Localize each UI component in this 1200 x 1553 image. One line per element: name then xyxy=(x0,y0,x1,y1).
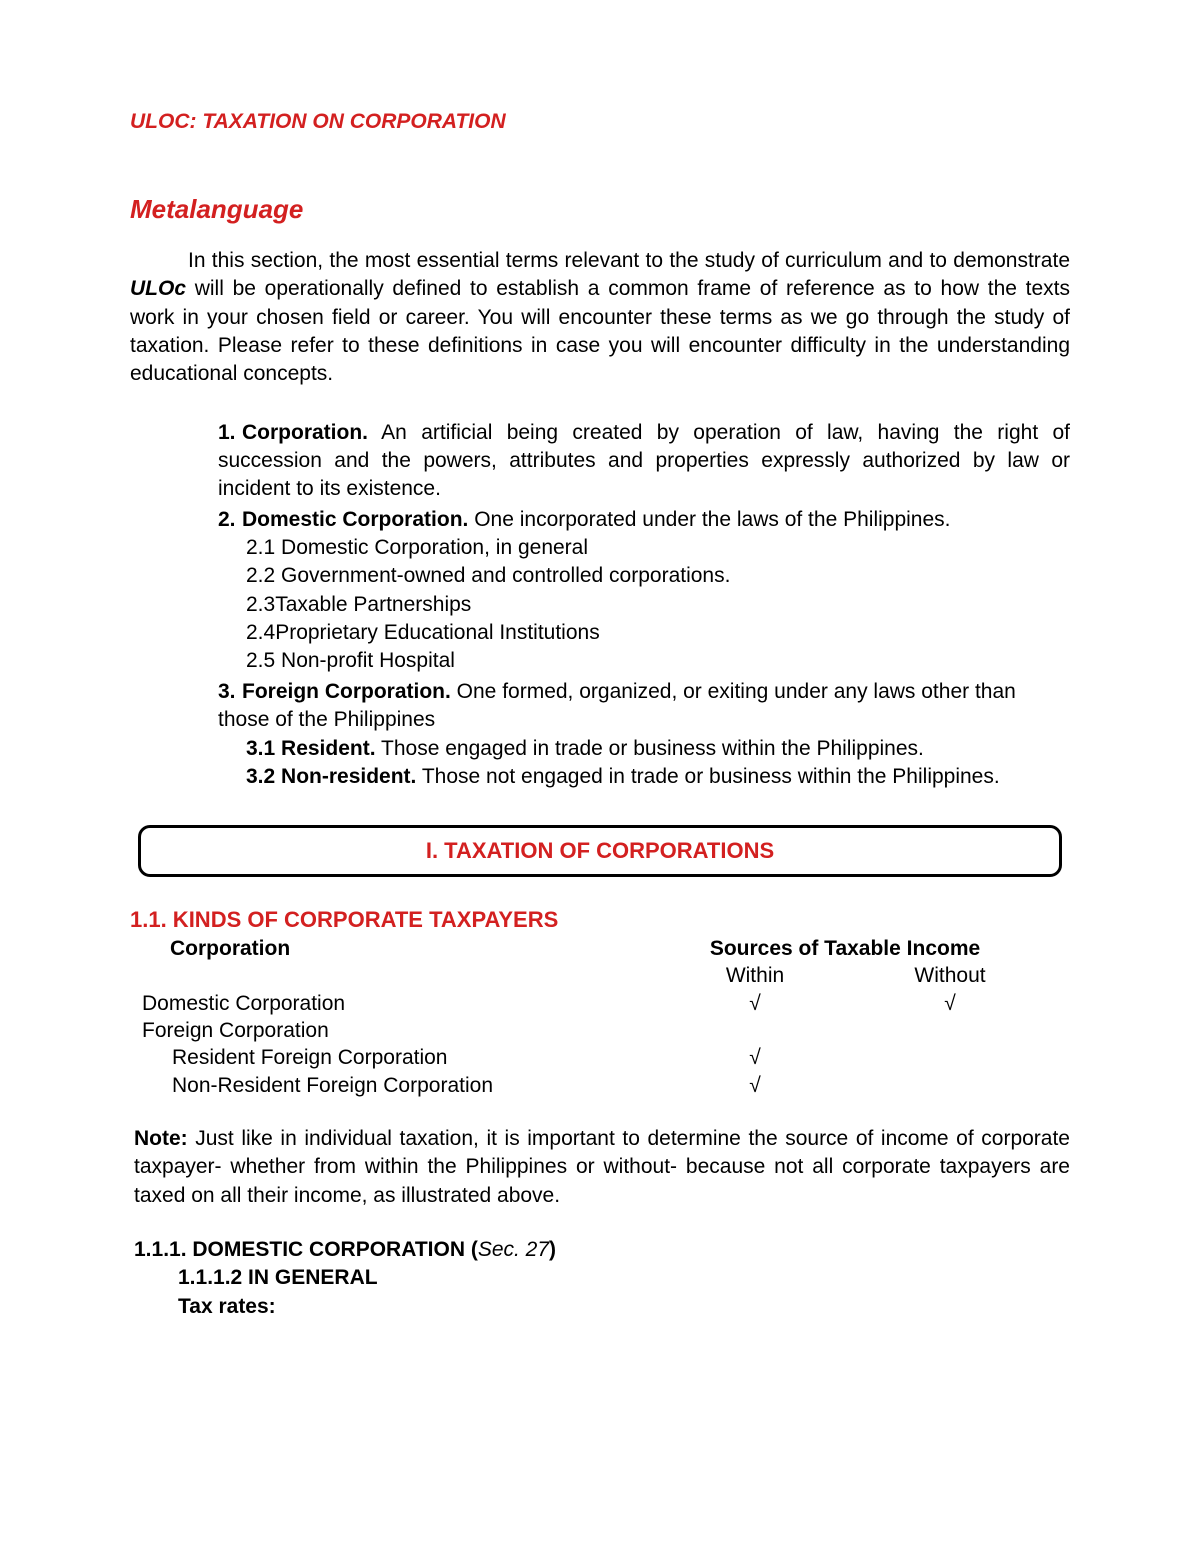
subsection-1-1-1: 1.1.1. DOMESTIC CORPORATION (Sec. 27) 1.… xyxy=(130,1236,1070,1321)
note-paragraph: Note: Just like in individual taxation, … xyxy=(130,1125,1070,1210)
def-sub: 2.2 Government-owned and controlled corp… xyxy=(246,562,1070,590)
definition-item: 3.Foreign Corporation. One formed, organ… xyxy=(218,678,1070,791)
intro-bold: ULOc xyxy=(130,277,186,300)
h111-post: ) xyxy=(549,1238,556,1261)
taxpayers-table: Corporation Sources of Taxable Income Wi… xyxy=(130,935,1070,1099)
note-label: Note: xyxy=(134,1127,188,1150)
def-num: 2. xyxy=(218,506,242,534)
def-term: Domestic Corporation. xyxy=(242,508,468,531)
uloc-title: ULOC: TAXATION ON CORPORATION xyxy=(130,110,1070,134)
table-cell-label: Non-Resident Foreign Corporation xyxy=(130,1072,650,1099)
table-cell-label: Resident Foreign Corporation xyxy=(130,1044,650,1071)
intro-paragraph: In this section, the most essential term… xyxy=(130,247,1070,389)
table-cell-without: √ xyxy=(860,990,1040,1017)
def-sub: 3.2 Non-resident. Those not engaged in t… xyxy=(246,763,1070,791)
table-cell-label: Foreign Corporation xyxy=(130,1017,650,1044)
definitions-list: 1.Corporation. An artificial being creat… xyxy=(218,419,1070,791)
table-cell-without xyxy=(860,1044,1040,1071)
note-text: Just like in individual taxation, it is … xyxy=(134,1127,1070,1207)
def-num: 1. xyxy=(218,419,242,447)
table-cell-within: √ xyxy=(650,1072,860,1099)
def-body: One incorporated under the laws of the P… xyxy=(468,508,950,531)
def-sub: 2.5 Non-profit Hospital xyxy=(246,647,1070,675)
table-header-corporation: Corporation xyxy=(130,935,650,962)
table-cell-without xyxy=(860,1017,1040,1044)
table-cell-within: √ xyxy=(650,990,860,1017)
label-tax-rates: Tax rates: xyxy=(134,1293,1070,1321)
definition-item: 2.Domestic Corporation. One incorporated… xyxy=(218,506,1070,676)
table-cell-within: √ xyxy=(650,1044,860,1071)
def-term: Foreign Corporation. xyxy=(242,680,451,703)
def-sub: 2.1 Domestic Corporation, in general xyxy=(246,534,1070,562)
table-subheader-within: Within xyxy=(650,962,860,989)
heading-1-1-1-2: 1.1.1.2 IN GENERAL xyxy=(134,1264,1070,1292)
definition-item: 1.Corporation. An artificial being creat… xyxy=(218,419,1070,504)
heading-1-1-1: 1.1.1. DOMESTIC CORPORATION (Sec. 27) xyxy=(134,1236,1070,1264)
table-cell-label: Domestic Corporation xyxy=(130,990,650,1017)
def-sub-text: Those not engaged in trade or business w… xyxy=(416,765,999,788)
h111-italic: Sec. 27 xyxy=(478,1238,549,1261)
box-title-taxation-of-corporations: I. TAXATION OF CORPORATIONS xyxy=(138,825,1062,877)
def-sub: 2.3Taxable Partnerships xyxy=(246,591,1070,619)
table-row: Non-Resident Foreign Corporation √ xyxy=(130,1072,1070,1099)
def-sub-label: 3.2 Non-resident. xyxy=(246,765,416,788)
table-cell-within xyxy=(650,1017,860,1044)
table-row: Domestic Corporation √ √ xyxy=(130,990,1070,1017)
def-sub: 2.4Proprietary Educational Institutions xyxy=(246,619,1070,647)
table-cell-without xyxy=(860,1072,1040,1099)
table-row: Foreign Corporation xyxy=(130,1017,1070,1044)
table-subheader-row: Within Without xyxy=(130,962,1070,989)
def-term: Corporation. xyxy=(242,421,368,444)
table-header-row: Corporation Sources of Taxable Income xyxy=(130,935,1070,962)
section-heading-metalanguage: Metalanguage xyxy=(130,194,1070,225)
table-cell xyxy=(130,962,650,989)
table-header-sources: Sources of Taxable Income xyxy=(650,935,1040,962)
def-sub-label: 3.1 Resident. xyxy=(246,737,376,760)
def-sub: 3.1 Resident. Those engaged in trade or … xyxy=(246,735,1070,763)
intro-pre: In this section, the most essential term… xyxy=(188,249,1070,272)
table-row: Resident Foreign Corporation √ xyxy=(130,1044,1070,1071)
intro-post: will be operationally defined to establi… xyxy=(130,277,1070,385)
subheading-1-1: 1.1. KINDS OF CORPORATE TAXPAYERS xyxy=(130,907,1070,933)
h111-pre: 1.1.1. DOMESTIC CORPORATION ( xyxy=(134,1238,478,1261)
table-subheader-without: Without xyxy=(860,962,1040,989)
def-num: 3. xyxy=(218,678,242,706)
def-sub-text: Those engaged in trade or business withi… xyxy=(376,737,924,760)
